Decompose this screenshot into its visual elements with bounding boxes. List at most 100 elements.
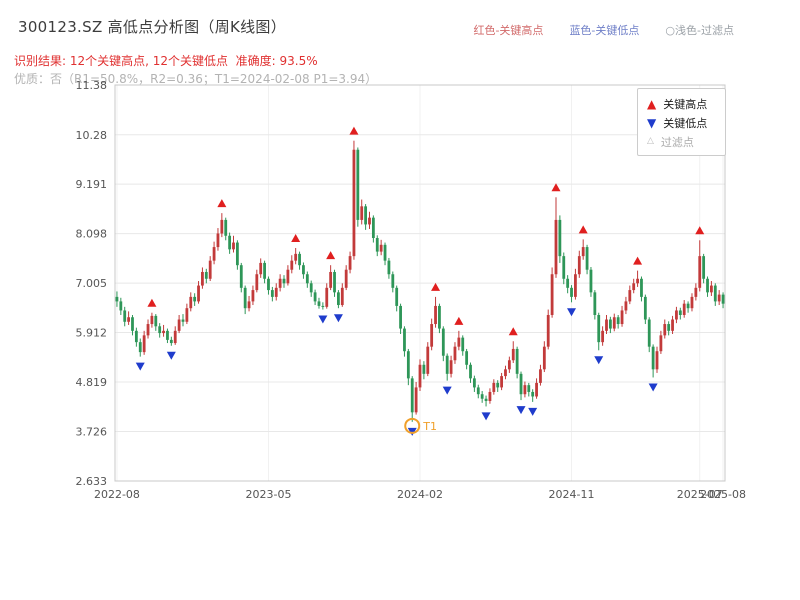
- candle-body: [523, 385, 527, 395]
- candle-body: [484, 398, 488, 402]
- candle-body: [235, 242, 239, 266]
- candle-body: [515, 348, 519, 374]
- candle-body: [232, 242, 235, 250]
- candle-body: [430, 324, 434, 347]
- y-axis-tick-label: 8.098: [76, 228, 108, 241]
- header-legend-filtered: ○浅色-过滤点: [665, 24, 734, 37]
- candle-body: [375, 238, 379, 252]
- y-axis-tick-label: 10.28: [76, 129, 108, 142]
- candle-body: [305, 274, 309, 284]
- candle-body: [504, 369, 507, 377]
- candle-body: [577, 256, 581, 275]
- candle-body: [643, 296, 647, 320]
- candle-body: [329, 271, 333, 288]
- candle-body: [224, 219, 228, 236]
- legend-row-filtered: △ 过滤点: [647, 132, 725, 151]
- candle-body: [624, 301, 628, 311]
- candle-body: [706, 278, 709, 293]
- candle-body: [379, 244, 383, 252]
- candle-body: [554, 219, 558, 275]
- candle-body: [702, 256, 706, 279]
- candle-body: [496, 382, 500, 388]
- candle-body: [317, 301, 321, 306]
- candle-body: [667, 324, 671, 331]
- candle-body: [123, 310, 127, 322]
- header-legend: 红色-关键高点 蓝色-关键低点 ○浅色-过滤点: [473, 22, 734, 38]
- candle-body: [309, 283, 313, 293]
- candle-body: [698, 256, 702, 288]
- candle-body: [519, 373, 523, 395]
- candle-body: [655, 351, 659, 370]
- legend-row-key-high: ▲ 关键高点: [647, 94, 725, 113]
- candle-body: [531, 391, 535, 397]
- candle-body: [659, 335, 663, 352]
- candle-body: [356, 149, 360, 220]
- key-low-marker: [567, 308, 577, 317]
- key-high-legend-label: 关键高点: [663, 97, 708, 111]
- candle-body: [282, 278, 286, 284]
- filtered-legend-label: 过滤点: [660, 135, 694, 149]
- candle-body: [340, 287, 344, 306]
- candle-body: [593, 292, 597, 315]
- candle-body: [146, 324, 150, 336]
- candle-body: [717, 294, 721, 302]
- quality-text: 优质：否（R1=50.8%，R2=0.36；T1=2024-02-08 P1=3…: [14, 72, 378, 86]
- candle-body: [426, 346, 430, 374]
- candle-body: [185, 308, 189, 322]
- recognition-result-text: 识别结果: 12个关键高点, 12个关键低点 准确度: 93.5%: [14, 54, 318, 68]
- candle-body: [325, 287, 329, 307]
- candle-body: [605, 319, 608, 331]
- page-title: 300123.SZ 高低点分析图（周K线图）: [18, 18, 287, 36]
- candle-body: [399, 305, 402, 329]
- candle-body: [713, 285, 717, 302]
- candle-body: [476, 387, 480, 395]
- candle-body: [574, 274, 577, 297]
- candle-body: [383, 244, 387, 261]
- candle-body: [620, 310, 624, 325]
- candle-body: [387, 260, 391, 275]
- key-low-marker: [648, 383, 658, 392]
- candle-body: [414, 387, 418, 413]
- candle-body: [368, 217, 371, 225]
- candle-body: [511, 348, 515, 361]
- candle-body: [410, 378, 414, 413]
- candle-body: [406, 351, 410, 379]
- candle-body: [457, 337, 461, 347]
- candle-body: [391, 274, 395, 288]
- candle-body: [142, 335, 146, 353]
- x-axis-tick-label: 2024-11: [549, 488, 595, 501]
- candle-body: [581, 247, 585, 257]
- filtered-point-label: T1: [422, 420, 437, 433]
- y-axis-tick-label: 3.726: [76, 426, 108, 439]
- candle-body: [449, 360, 453, 374]
- candle-body: [274, 287, 278, 297]
- candle-body: [138, 342, 142, 353]
- candle-body: [403, 328, 406, 352]
- candle-body: [686, 303, 690, 309]
- candle-body: [173, 330, 177, 344]
- candle-body: [228, 235, 232, 250]
- candle-body: [344, 269, 348, 288]
- key-high-marker: [291, 233, 301, 242]
- candle-body: [616, 317, 620, 325]
- candle-body: [189, 296, 193, 309]
- candle-body: [721, 294, 725, 304]
- candle-body: [247, 301, 251, 309]
- candle-body: [220, 219, 224, 234]
- candle-body: [636, 278, 639, 284]
- candle-body: [608, 319, 612, 329]
- y-axis-tick-label: 9.191: [76, 178, 108, 191]
- y-axis-tick-label: 5.912: [76, 327, 108, 340]
- key-low-marker: [481, 412, 491, 421]
- candle-body: [337, 292, 340, 306]
- candle-body: [360, 206, 364, 220]
- chart-legend-box: ▲ 关键高点 ▼ 关键低点 △ 过滤点: [637, 88, 726, 156]
- x-axis-tick-label: 2025-07: [677, 488, 723, 501]
- candle-body: [251, 290, 255, 302]
- candle-body: [201, 271, 204, 286]
- candle-body: [212, 247, 216, 261]
- key-low-legend-label: 关键低点: [663, 116, 708, 130]
- candle-body: [294, 253, 298, 261]
- key-high-marker: [695, 226, 705, 235]
